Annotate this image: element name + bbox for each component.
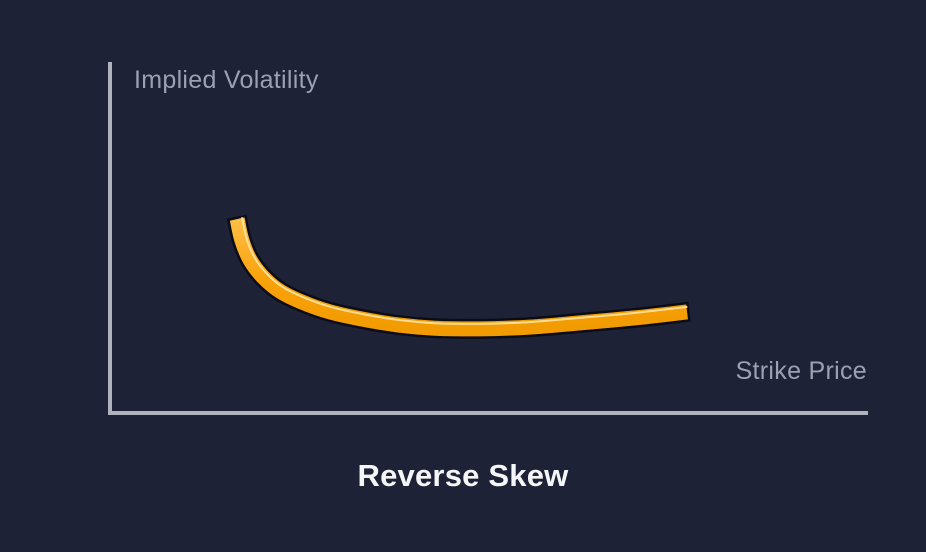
curve-main [229, 217, 688, 337]
x-axis-line [108, 411, 868, 415]
x-axis-label: Strike Price [735, 357, 867, 385]
curve-outline [226, 214, 691, 339]
y-axis-label: Implied Volatility [134, 66, 319, 94]
chart-title: Reverse Skew [357, 458, 569, 493]
y-axis-line [108, 62, 112, 415]
curve-highlight [241, 217, 688, 325]
